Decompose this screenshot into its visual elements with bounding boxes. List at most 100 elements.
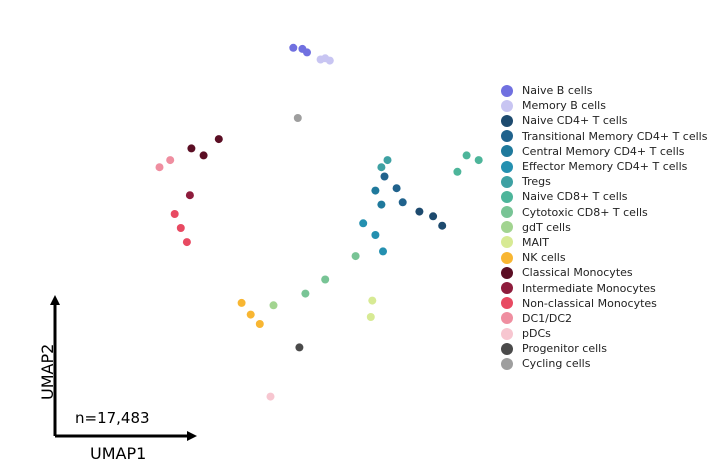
scatter-point [199,151,208,160]
scatter-point [269,301,278,310]
scatter-point [368,296,377,305]
scatter-point [371,231,380,239]
legend-item: Non-classical Monocytes [501,296,707,311]
scatter-point [380,172,389,181]
legend-label: Naive CD8+ T cells [522,190,628,204]
legend-item: Central Memory CD4+ T cells [501,144,707,159]
legend-label: pDCs [522,327,551,341]
scatter-point [429,212,438,221]
scatter-point [438,221,447,230]
scatter-point [295,343,304,352]
legend-marker [501,190,513,203]
scatter-point [474,156,483,165]
scatter-point [298,44,307,53]
legend-marker [501,221,513,234]
legend-marker [501,342,513,355]
legend-label: Non-classical Monocytes [522,296,657,310]
scatter-point [453,167,462,176]
legend-item: NK cells [501,250,707,265]
legend-item: Cytotoxic CD8+ T cells [501,205,707,220]
scatter-point [321,275,330,284]
legend-label: Naive B cells [522,84,593,98]
scatter-point [377,200,386,209]
scatter-point [255,320,264,328]
scatter-point [266,392,275,401]
scatter-point [383,156,392,165]
scatter-point [185,191,194,200]
scatter-point [415,207,424,216]
legend-item: DC1/DC2 [501,311,707,326]
legend-marker [501,312,513,325]
legend-label: Cycling cells [522,357,591,371]
scatter-points [155,43,483,401]
legend-item: Naive CD8+ T cells [501,189,707,204]
y-axis-label: UMAP2 [38,343,57,400]
legend-item: Classical Monocytes [501,265,707,280]
cell-count-annotation: n=17,483 [75,409,150,427]
scatter-point [366,313,375,321]
legend-marker [501,357,513,370]
legend-marker [501,160,513,173]
legend-item: gdT cells [501,220,707,235]
legend-label: Central Memory CD4+ T cells [522,144,685,158]
scatter-point [321,54,330,63]
scatter-point [187,144,196,153]
legend-label: Naive CD4+ T cells [522,114,628,128]
legend-item: Memory B cells [501,98,707,113]
legend-item: pDCs [501,326,707,341]
legend-label: NK cells [522,251,566,265]
scatter-point [377,163,386,172]
scatter-point [170,210,179,218]
legend-item: Progenitor cells [501,341,707,356]
legend-marker [501,266,513,279]
scatter-point [293,114,302,122]
legend-label: MAIT [522,235,549,249]
scatter-point [359,219,368,228]
legend-label: Memory B cells [522,99,606,113]
legend-item: Effector Memory CD4+ T cells [501,159,707,174]
legend-label: gdT cells [522,220,571,234]
legend-marker [501,114,513,127]
legend-label: Effector Memory CD4+ T cells [522,160,688,174]
legend-marker [501,145,513,158]
legend-item: Naive CD4+ T cells [501,113,707,128]
legend-marker [501,175,513,188]
legend-marker [501,282,513,295]
scatter-point [351,252,360,261]
scatter-point [237,298,246,307]
legend-label: Transitional Memory CD4+ T cells [522,129,708,143]
scatter-point [398,198,407,207]
legend-marker [501,327,513,340]
legend-label: Cytotoxic CD8+ T cells [522,205,648,219]
legend-marker [501,99,513,112]
x-axis-label: UMAP1 [90,444,147,463]
legend-marker [501,251,513,264]
scatter-point [176,224,185,232]
scatter-point [214,135,223,144]
scatter-point [155,163,164,172]
scatter-point [379,247,387,256]
legend-label: Intermediate Monocytes [522,281,656,295]
legend-marker [501,206,513,219]
scatter-point [462,151,471,160]
legend-label: Classical Monocytes [522,266,633,280]
legend-item: Cycling cells [501,356,707,371]
scatter-point [392,184,401,193]
legend-item: MAIT [501,235,707,250]
legend: Naive B cells Memory B cells Naive CD4+ T … [501,83,707,372]
legend-marker [501,236,513,249]
legend-marker [501,297,513,310]
scatter-point [301,289,310,298]
legend-label: Progenitor cells [522,342,607,356]
legend-item: Naive B cells [501,83,707,98]
legend-item: Transitional Memory CD4+ T cells [501,129,707,144]
legend-item: Tregs [501,174,707,189]
scatter-point [166,156,175,165]
scatter-point [182,238,191,247]
scatter-point [371,186,380,195]
legend-label: Tregs [522,175,551,189]
legend-item: Intermediate Monocytes [501,280,707,295]
scatter-point [289,43,298,52]
legend-label: DC1/DC2 [522,311,573,325]
